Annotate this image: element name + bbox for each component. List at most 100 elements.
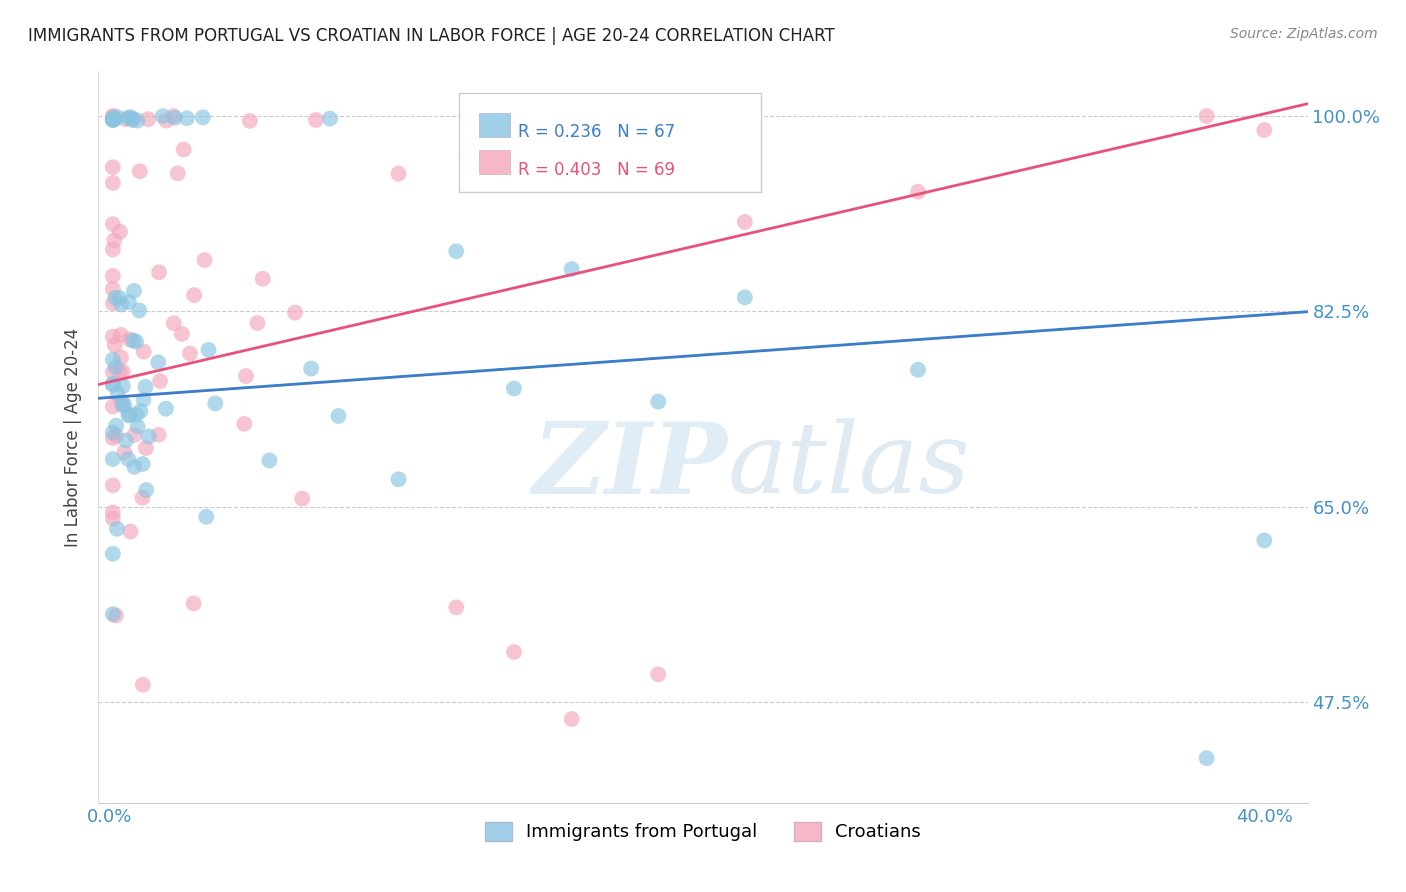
Point	[103, 112, 125, 127]
Text: Source: ZipAtlas.com: Source: ZipAtlas.com	[1230, 27, 1378, 41]
Point	[115, 434, 138, 448]
Point	[446, 600, 468, 615]
Point	[108, 365, 131, 379]
Point	[561, 712, 583, 726]
Point	[105, 428, 128, 442]
Point	[170, 326, 193, 341]
Point	[101, 425, 124, 440]
Point	[111, 398, 134, 412]
Point	[252, 271, 274, 285]
Point	[101, 377, 124, 392]
FancyBboxPatch shape	[479, 150, 509, 174]
Point	[117, 111, 139, 125]
Point	[101, 452, 124, 467]
Point	[101, 352, 124, 367]
Point	[114, 112, 136, 127]
Point	[134, 380, 156, 394]
Point	[179, 346, 201, 360]
FancyBboxPatch shape	[479, 113, 509, 137]
Text: atlas: atlas	[727, 418, 970, 514]
Point	[104, 360, 127, 375]
Point	[131, 491, 153, 505]
Point	[259, 453, 281, 467]
Point	[120, 110, 142, 124]
Point	[284, 305, 307, 319]
Point	[108, 225, 131, 239]
Point	[305, 112, 328, 127]
Point	[246, 316, 269, 330]
Point	[136, 112, 159, 127]
Point	[125, 408, 148, 422]
Point	[132, 678, 155, 692]
Point	[647, 394, 669, 409]
Legend: Immigrants from Portugal, Croatians: Immigrants from Portugal, Croatians	[478, 814, 928, 848]
Point	[1253, 533, 1275, 548]
Point	[166, 166, 188, 180]
Point	[503, 382, 526, 396]
Point	[129, 404, 152, 418]
Point	[155, 113, 177, 128]
Point	[118, 332, 141, 346]
Point	[328, 409, 350, 423]
Point	[163, 111, 186, 125]
Text: IMMIGRANTS FROM PORTUGAL VS CROATIAN IN LABOR FORCE | AGE 20-24 CORRELATION CHAR: IMMIGRANTS FROM PORTUGAL VS CROATIAN IN …	[28, 27, 835, 45]
Point	[197, 343, 219, 357]
Point	[101, 376, 124, 391]
Point	[125, 334, 148, 349]
Point	[561, 262, 583, 277]
Point	[176, 112, 198, 126]
Point	[132, 392, 155, 407]
Point	[117, 451, 139, 466]
Point	[105, 522, 128, 536]
Point	[204, 396, 226, 410]
Point	[101, 112, 124, 127]
Point	[194, 253, 217, 268]
Point	[148, 265, 170, 279]
Point	[117, 409, 139, 423]
Point	[101, 109, 124, 123]
Point	[135, 441, 157, 455]
Point	[101, 329, 124, 343]
Point	[101, 217, 124, 231]
Point	[101, 547, 124, 561]
Point	[101, 110, 124, 124]
Point	[108, 291, 131, 305]
Point	[907, 363, 929, 377]
Point	[101, 112, 124, 126]
Point	[124, 428, 146, 442]
Point	[110, 394, 132, 409]
Point	[101, 365, 124, 379]
Point	[105, 110, 128, 124]
Point	[155, 401, 177, 416]
Point	[128, 164, 150, 178]
Point	[110, 297, 132, 311]
Point	[107, 386, 129, 401]
Point	[101, 296, 124, 310]
Point	[101, 160, 124, 174]
Point	[105, 418, 128, 433]
Point	[101, 511, 124, 525]
Point	[111, 365, 134, 379]
Point	[299, 361, 322, 376]
Point	[127, 113, 149, 128]
Point	[446, 244, 468, 259]
Point	[110, 351, 132, 365]
Point	[128, 303, 150, 318]
Point	[191, 111, 214, 125]
Point	[131, 457, 153, 471]
Point	[101, 112, 124, 127]
Point	[152, 109, 174, 123]
Point	[103, 233, 125, 247]
Point	[127, 419, 149, 434]
Point	[233, 417, 256, 431]
Point	[101, 112, 124, 127]
Text: R = 0.403   N = 69: R = 0.403 N = 69	[517, 161, 675, 178]
Point	[183, 597, 205, 611]
Point	[101, 400, 124, 414]
Point	[907, 185, 929, 199]
Point	[148, 355, 170, 369]
Point	[239, 114, 262, 128]
Point	[734, 290, 756, 304]
Point	[104, 291, 127, 305]
Point	[101, 478, 124, 492]
